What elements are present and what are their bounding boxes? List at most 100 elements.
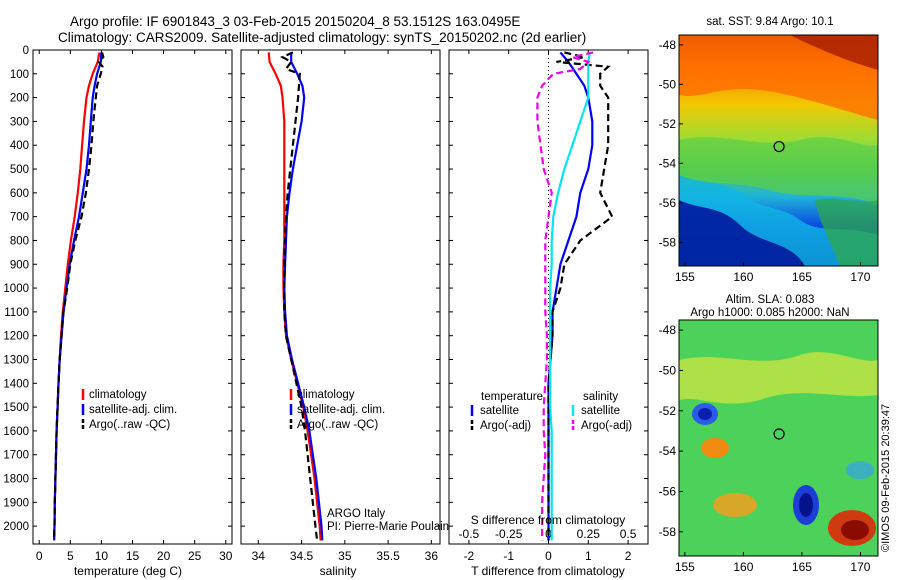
sst-map-xtick-label: 165 bbox=[792, 270, 812, 284]
difference-xtick-label: 0 bbox=[545, 549, 552, 563]
sla-high-south bbox=[713, 493, 757, 517]
salinity-diff-tick-label: 0.25 bbox=[577, 527, 601, 541]
sla-high-west bbox=[701, 438, 729, 458]
sla-map-ytick-label: -54 bbox=[659, 444, 677, 458]
temperature-series-3 bbox=[53, 52, 105, 541]
temperature-xtick-label: 30 bbox=[219, 549, 233, 563]
temperature-xlabel: temperature (deg C) bbox=[74, 564, 182, 578]
temperature-xtick-label: 15 bbox=[126, 549, 140, 563]
depth-tick-label: 600 bbox=[10, 188, 29, 200]
difference-xtick-label: -1 bbox=[503, 549, 514, 563]
temperature-legend-label: Argo(..raw -QC) bbox=[89, 419, 170, 431]
sla-map-title: Altim. SLA: 0.083 bbox=[726, 294, 815, 306]
temperature-xtick-label: 0 bbox=[36, 549, 43, 563]
depth-tick-label: 1800 bbox=[3, 474, 29, 486]
depth-tick-label: 800 bbox=[10, 235, 29, 247]
sst-green-east bbox=[815, 198, 878, 266]
temperature-xtick-label: 20 bbox=[157, 549, 171, 563]
sla-map-ytick-label: -56 bbox=[659, 484, 677, 498]
depth-tick-label: 2000 bbox=[3, 521, 29, 533]
sst-map-xtick-label: 170 bbox=[850, 270, 870, 284]
salinity-xtick-label: 36 bbox=[425, 549, 439, 563]
difference-series-4 bbox=[536, 51, 594, 541]
header-line1: Argo profile: IF 6901843_3 03-Feb-2015 2… bbox=[70, 14, 520, 29]
difference-xtick-label: 2 bbox=[625, 549, 632, 563]
sla-map-ytick-label: -58 bbox=[659, 525, 677, 539]
salinity-plot: 34 34.5 35 35.5 36 climatology satellite-adj. … bbox=[241, 49, 440, 563]
sla-low-center-core bbox=[799, 493, 813, 517]
sst-map-ytick-label: -58 bbox=[659, 235, 677, 249]
depth-tick-label: 1500 bbox=[3, 402, 29, 414]
salinity-panel bbox=[240, 49, 441, 545]
difference-xlabel: T difference from climatology bbox=[471, 564, 625, 578]
difference-xtick-label: -2 bbox=[464, 549, 475, 563]
sst-map-xtick-label: 155 bbox=[675, 270, 695, 284]
sla-low-west-core bbox=[698, 408, 712, 420]
sst-green-band bbox=[679, 137, 878, 205]
header-line2: Climatology: CARS2009. Satellite-adjuste… bbox=[58, 30, 586, 45]
temperature-plot: 0100200300400500600700800900100011001200… bbox=[3, 45, 232, 563]
depth-tick-label: 900 bbox=[10, 259, 29, 271]
salinity-xtick-label: 35 bbox=[338, 549, 352, 563]
depth-tick-label: 1000 bbox=[3, 283, 29, 295]
sla-map-ytick-label: -48 bbox=[659, 323, 677, 337]
salinity-legend-label: climatology bbox=[297, 389, 355, 401]
depth-tick-label: 100 bbox=[10, 69, 29, 81]
depth-tick-label: 1900 bbox=[3, 497, 29, 509]
legend-temperature-title: temperature bbox=[481, 391, 543, 403]
salinity-xtick-label: 34.5 bbox=[290, 549, 314, 563]
salinity-xtick-label: 35.5 bbox=[376, 549, 400, 563]
temperature-xtick-label: 5 bbox=[67, 549, 74, 563]
difference-legend-label: Argo(-adj) bbox=[480, 420, 531, 432]
sla-map-xtick-label: 155 bbox=[675, 560, 695, 574]
credit-program: ARGO Italy bbox=[327, 508, 385, 520]
salinity-xlabel: salinity bbox=[320, 564, 357, 578]
difference-legend-label: satellite bbox=[581, 405, 620, 417]
salinity-diff-tick-label: 0.5 bbox=[620, 527, 637, 541]
salinity-legend-label: satellite-adj. clim. bbox=[297, 404, 385, 416]
sst-map bbox=[679, 35, 878, 266]
difference-series-3 bbox=[549, 52, 591, 541]
temperature-legend-label: climatology bbox=[89, 389, 147, 401]
difference-legend-label: satellite bbox=[480, 405, 519, 417]
depth-tick-label: 300 bbox=[10, 116, 29, 128]
salinity-diff-tick-label: -0.5 bbox=[459, 527, 480, 541]
sst-map-ytick-label: -54 bbox=[659, 156, 677, 170]
sst-map-ytick-label: -48 bbox=[659, 38, 677, 52]
sla-map-xtick-label: 170 bbox=[850, 560, 870, 574]
sla-map-xtick-label: 165 bbox=[792, 560, 812, 574]
sst-warm-region bbox=[679, 35, 878, 120]
credit-pi: PI: Pierre-Marie Poulain bbox=[327, 521, 449, 533]
difference-xtick-label: 1 bbox=[585, 549, 592, 563]
depth-tick-label: 1300 bbox=[3, 354, 29, 366]
sla-map-ytick-label: -52 bbox=[659, 404, 677, 418]
temperature-xtick-label: 10 bbox=[95, 549, 109, 563]
salinity-series-3 bbox=[280, 51, 319, 541]
difference-xlabel-top: S difference from climatology bbox=[471, 513, 626, 527]
sst-map-xtick-label: 160 bbox=[733, 270, 753, 284]
sst-map-ytick-label: -56 bbox=[659, 196, 677, 210]
sla-map-subtitle: Argo h1000: 0.085 h2000: NaN bbox=[690, 307, 849, 319]
depth-tick-label: 1100 bbox=[4, 307, 29, 319]
sst-map-argo-marker bbox=[773, 140, 785, 153]
sst-map-title: sat. SST: 9.84 Argo: 10.1 bbox=[706, 16, 833, 28]
depth-tick-label: 1200 bbox=[3, 331, 29, 343]
sla-map-frame bbox=[678, 319, 879, 557]
sst-dark-blue-region bbox=[679, 200, 805, 266]
sst-map-frame bbox=[678, 34, 879, 267]
depth-tick-label: 0 bbox=[23, 45, 29, 57]
difference-series-2 bbox=[547, 51, 614, 541]
sst-dark-red-patch bbox=[790, 35, 878, 70]
salinity-xtick-label: 34 bbox=[252, 549, 266, 563]
temperature-panel bbox=[32, 49, 233, 545]
depth-tick-label: 200 bbox=[10, 93, 29, 105]
legend-salinity-title: salinity bbox=[583, 391, 618, 403]
sla-yellow-band bbox=[679, 352, 878, 404]
sla-high-east-core bbox=[841, 520, 869, 540]
temperature-xtick-label: 25 bbox=[188, 549, 202, 563]
difference-legend-label: Argo(-adj) bbox=[581, 420, 632, 432]
depth-tick-label: 500 bbox=[10, 164, 29, 176]
sst-map-ytick-label: -50 bbox=[659, 77, 677, 91]
salinity-legend-label: Argo(..raw -QC) bbox=[297, 419, 378, 431]
